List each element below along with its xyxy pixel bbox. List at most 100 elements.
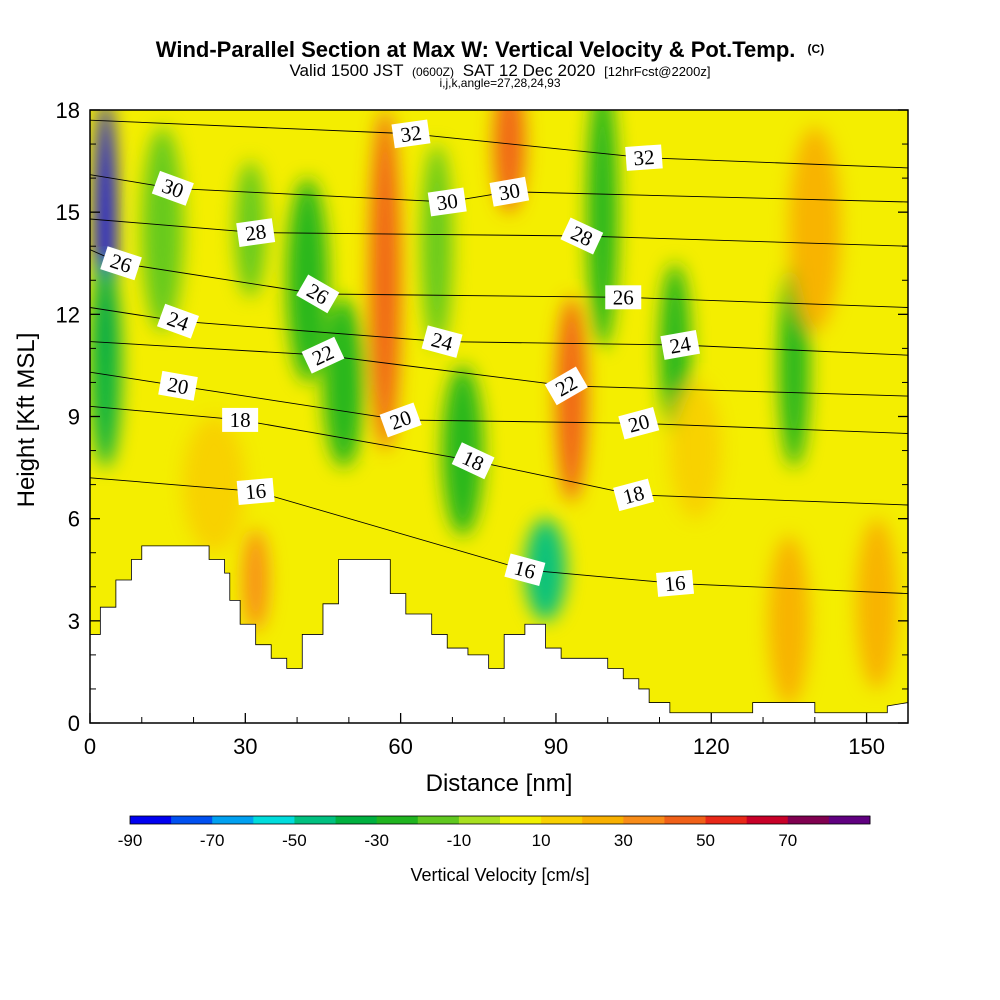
theta-contour [90,341,908,397]
colorbar-tick-label: -70 [200,831,225,850]
theta-label-box [625,144,663,171]
theta-label-box [100,246,142,281]
velocity-cell [242,528,269,632]
theta-label-box [379,402,422,438]
y-tick-label: 15 [56,200,80,225]
theta-label: 32 [391,119,431,149]
velocity-cell [322,297,365,468]
theta-label: 16 [656,569,695,597]
theta-label-box [151,170,194,206]
theta-label-text: 32 [399,120,423,147]
subtitle-utc: (0600Z) [412,65,454,79]
velocity-cell [788,127,841,332]
indices-line: i,j,k,angle=27,28,24,93 [439,76,560,90]
chart-title-main: Wind-Parallel Section at Max W: Vertical… [156,37,796,62]
y-tick-label: 0 [68,711,80,736]
colorbar-tick-label: -10 [447,831,472,850]
theta-label: 18 [222,407,259,432]
colorbar-swatch [787,816,830,824]
colorbar-swatch [253,816,295,824]
colorbar: -90 -70 -50 -30 -10 10 30 50 70 [118,815,871,850]
colorbar-swatch [212,816,254,824]
theta-label: 30 [427,187,467,217]
theta-label: 32 [625,144,663,171]
theta-label-text: 16 [664,571,687,597]
colorbar-swatch [623,816,665,824]
theta-label-box [158,370,198,401]
colorbar-swatch [130,816,172,824]
y-axis-label: Height [Kft MSL] [13,333,40,508]
colorbar-tick-label: 10 [532,831,551,850]
theta-label-box [391,119,431,149]
colorbar-tick-label: -90 [118,831,143,850]
theta-label-box [451,442,495,480]
colorbar-swatch [705,816,748,824]
theta-label: 18 [613,478,655,512]
theta-label: 18 [451,442,495,480]
theta-label-box [489,176,530,207]
theta-label-box [236,218,276,247]
theta-label: 20 [158,370,198,401]
velocity-cell [524,518,567,621]
x-tick-label: 60 [388,734,412,759]
x-tick-label: 150 [848,734,885,759]
theta-label: 24 [421,325,463,358]
velocity-cell [90,263,122,468]
theta-label-box [296,274,340,314]
y-tick-label: 9 [68,405,80,430]
theta-label-box [421,325,463,358]
y-tick-label: 3 [68,609,80,634]
subtitle-valid: Valid 1500 JST [289,61,403,80]
theta-label-box [236,477,275,505]
theta-label: 16 [504,553,546,586]
colorbar-swatch [294,816,337,824]
subtitle-date: SAT 12 Dec 2020 [463,61,596,80]
colorbar-swatch [828,816,871,824]
copyright-mark: (C) [808,42,825,56]
theta-label-box [156,303,200,339]
colorbar-swatch [746,816,789,824]
theta-label-box [222,407,259,432]
colorbar-swatch [171,816,213,824]
theta-label: 26 [605,285,642,310]
theta-label-box [301,336,345,374]
colorbar-tick-label: 30 [614,831,633,850]
theta-label-text: 24 [668,331,693,358]
velocity-cell [421,144,453,349]
colorbar-swatch [664,816,707,824]
x-tick-label: 0 [84,734,96,759]
velocity-cell [555,297,588,502]
theta-contour [90,218,908,247]
colorbar-swatch [376,816,419,824]
x-axis-label: Distance [nm] [426,770,573,797]
theta-label-text: 30 [497,178,522,205]
theta-label-text: 16 [244,479,267,505]
theta-label-box [427,187,467,217]
velocity-cell [768,535,810,706]
theta-label-box [560,217,604,255]
subtitle-forecast: [12hrFcst@2200z] [604,64,710,79]
theta-label-box [605,285,642,310]
colorbar-swatch [335,816,378,824]
velocity-cell [369,110,401,451]
x-tick-label: 120 [693,734,730,759]
velocity-cell [669,382,722,519]
y-tick-label: 12 [56,302,80,327]
y-axis: 0 3 6 9 12 15 18 [56,98,908,736]
colorbar-frame [129,815,871,825]
theta-label-text: 26 [613,285,634,309]
chart-title: Wind-Parallel Section at Max W: Vertical… [156,37,824,62]
theta-label: 20 [618,407,660,440]
theta-label: 30 [489,176,530,207]
x-axis: 0 30 60 90 120 150 [84,713,885,759]
theta-label-text: 28 [244,219,268,246]
x-tick-label: 30 [233,734,257,759]
theta-label: 16 [236,477,275,505]
colorbar-tick-label: -30 [364,831,389,850]
theta-label-box [504,553,546,586]
colorbar-tick-label: -50 [282,831,307,850]
theta-label-text: 32 [633,145,656,170]
